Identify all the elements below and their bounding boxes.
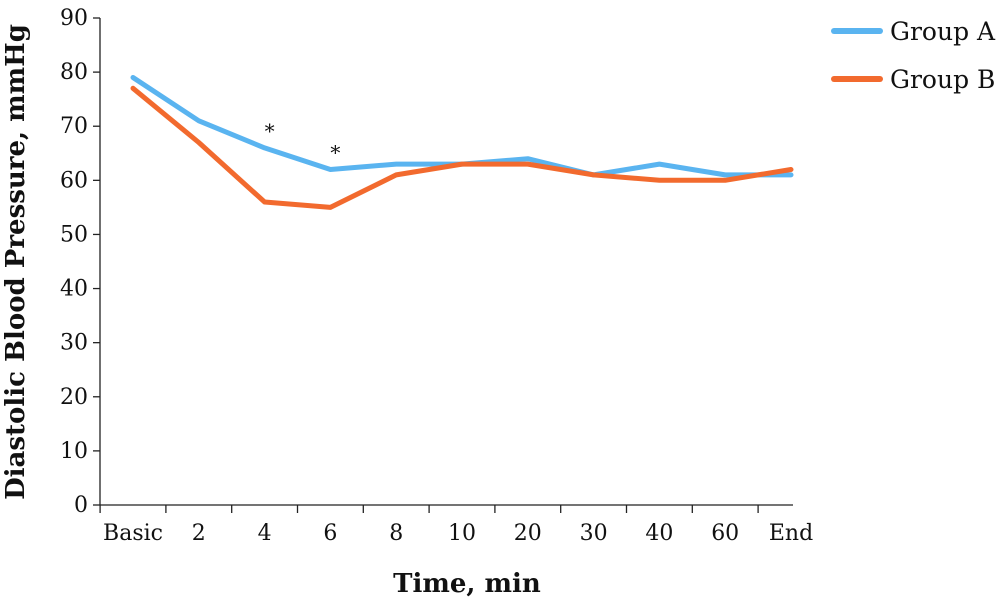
y-axis-title: Diastolic Blood Pressure, mmHg	[1, 24, 31, 500]
y-tick-label: 20	[60, 385, 88, 410]
significance-asterisk: *	[330, 141, 340, 165]
legend: Group A Group B	[831, 17, 996, 94]
x-axis-title: Time, min	[393, 569, 541, 599]
y-tick-label: 50	[60, 222, 88, 247]
series-line-group-b	[130, 85, 794, 210]
axes: 0 10 20 30 40 50 60 70 80 90 Basic 2 4 6 8 10 20 30 40 60 En…	[60, 6, 813, 546]
x-tick-label: 10	[448, 521, 476, 546]
y-tick-label: 70	[60, 114, 88, 139]
y-tick-label: 10	[60, 439, 88, 464]
x-tick-label: 2	[192, 521, 206, 546]
x-tick-label: 6	[323, 521, 337, 546]
legend-label: Group B	[890, 65, 995, 94]
y-tick-label: 30	[60, 331, 88, 356]
x-tick-label: 8	[389, 521, 403, 546]
significance-asterisk: *	[265, 119, 275, 143]
x-tick-label: 60	[711, 521, 739, 546]
x-tick-label: 30	[580, 521, 608, 546]
x-tick-label: End	[769, 521, 813, 546]
legend-label: Group A	[890, 17, 996, 46]
x-tick-label: 4	[258, 521, 272, 546]
series-line-group-a	[130, 75, 794, 178]
x-tick-label: Basic	[103, 521, 163, 546]
y-tick-label: 80	[60, 60, 88, 85]
series-layer	[130, 75, 794, 210]
y-tick-label: 90	[60, 6, 88, 31]
y-tick-label: 60	[60, 168, 88, 193]
x-tick-label: 40	[645, 521, 673, 546]
x-tick-label: 20	[514, 521, 542, 546]
y-tick-label: 40	[60, 277, 88, 302]
y-tick-label: 0	[74, 493, 88, 518]
annotations: **	[265, 119, 341, 165]
